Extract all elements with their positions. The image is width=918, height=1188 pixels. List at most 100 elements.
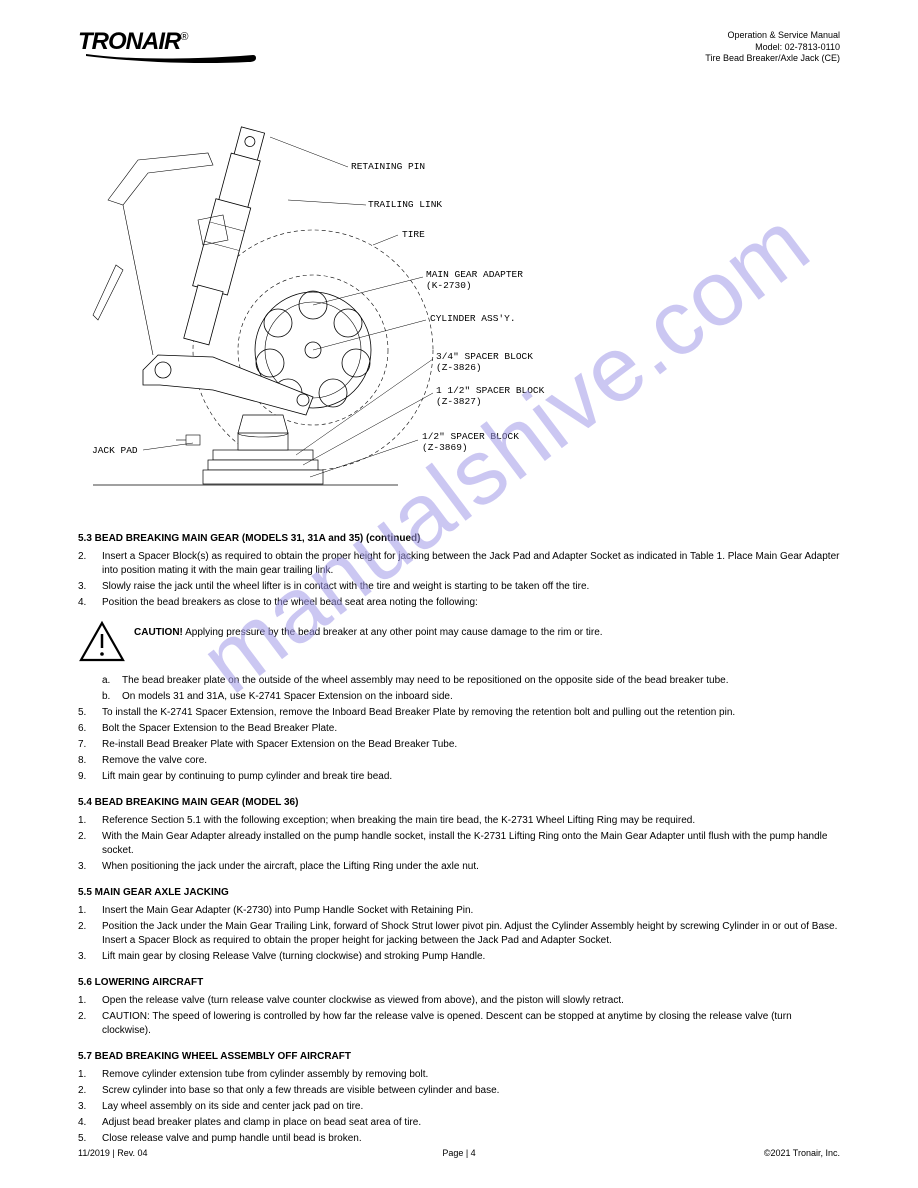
step-text: Lay wheel assembly on its side and cente… [102,1100,840,1114]
step-num: 1. [78,904,102,918]
callout-spacer-112: 1 1/2" SPACER BLOCK (Z-3827) [436,385,544,408]
callout-spacer-34: 3/4" SPACER BLOCK (Z-3826) [436,351,533,374]
step-text: With the Main Gear Adapter already insta… [102,830,840,858]
caution-text-wrap: CAUTION! Applying pressure by the bead b… [134,620,603,640]
callout-tire: TIRE [402,229,425,240]
step-num: 3. [78,1100,102,1114]
step-57-3: 3. Lay wheel assembly on its side and ce… [78,1100,840,1114]
step-text: Close release valve and pump handle unti… [102,1132,840,1146]
logo-registered: ® [180,31,187,43]
step-num: 2. [78,830,102,858]
letter-text: On models 31 and 31A, use K-2741 Spacer … [122,690,840,704]
step-text: Bolt the Spacer Extension to the Bead Br… [102,722,840,736]
step-num: 8. [78,754,102,768]
step-num: 1. [78,994,102,1008]
step-text: To install the K-2741 Spacer Extension, … [102,706,840,720]
step-num: 3. [78,580,102,594]
model-number: Model: 02-7813-0110 [705,42,840,54]
letter-num: b. [102,690,122,704]
step-56-1: 1. Open the release valve (turn release … [78,994,840,1008]
callout-spacer-12-l2: (Z-3869) [422,442,519,453]
callout-spacer-34-l2: (Z-3826) [436,362,533,373]
step-num: 2. [78,550,102,578]
section-57-heading: 5.7 BEAD BREAKING WHEEL ASSEMBLY OFF AIR… [78,1050,840,1064]
callout-main-gear-adapter-l2: (K-2730) [426,280,523,291]
callout-spacer-112-l2: (Z-3827) [436,396,544,407]
step-text: Reference Section 5.1 with the following… [102,814,840,828]
step-text: Lift main gear by continuing to pump cyl… [102,770,840,784]
caution-body: Applying pressure by the bead breaker at… [185,627,602,638]
step-text: Re-install Bead Breaker Plate with Space… [102,738,840,752]
step-55-1: 1. Insert the Main Gear Adapter (K-2730)… [78,904,840,918]
logo-underline [78,52,263,66]
section-53-heading: 5.3 BEAD BREAKING MAIN GEAR (MODELS 31, … [78,532,840,546]
footer-copyright: ©2021 Tronair, Inc. [764,1148,840,1158]
step-text: Position the Jack under the Main Gear Tr… [102,920,840,948]
letter-num: a. [102,674,122,688]
callout-spacer-34-l1: 3/4" SPACER BLOCK [436,351,533,362]
step-text: Adjust bead breaker plates and clamp in … [102,1116,840,1130]
product-name: Tire Bead Breaker/Axle Jack (CE) [705,53,840,65]
step-text: Open the release valve (turn release val… [102,994,840,1008]
logo-brand: TRONAIR [78,28,180,55]
step-num: 3. [78,860,102,874]
section-56-heading: 5.6 LOWERING AIRCRAFT [78,976,840,990]
step-num: 5. [78,706,102,720]
step-57-1: 1. Remove cylinder extension tube from c… [78,1068,840,1082]
step-53-4a: a. The bead breaker plate on the outside… [102,674,840,688]
step-53-7: 7. Re-install Bead Breaker Plate with Sp… [78,738,840,752]
callout-main-gear-adapter: MAIN GEAR ADAPTER (K-2730) [426,269,523,292]
step-num: 2. [78,1084,102,1098]
step-text: Remove cylinder extension tube from cyli… [102,1068,840,1082]
step-54-1: 1. Reference Section 5.1 with the follow… [78,814,840,828]
section-55-heading: 5.5 MAIN GEAR AXLE JACKING [78,886,840,900]
main-content: 5.3 BEAD BREAKING MAIN GEAR (MODELS 31, … [78,520,840,1148]
step-53-4: 4. Position the bead breakers as close t… [78,596,840,610]
step-53-5: 5. To install the K-2741 Spacer Extensio… [78,706,840,720]
callout-spacer-12: 1/2" SPACER BLOCK (Z-3869) [422,431,519,454]
step-53-3: 3. Slowly raise the jack until the wheel… [78,580,840,594]
callout-spacer-12-l1: 1/2" SPACER BLOCK [422,431,519,442]
step-num: 4. [78,596,102,610]
step-57-2: 2. Screw cylinder into base so that only… [78,1084,840,1098]
caution-label: CAUTION! [134,627,183,638]
step-num: 7. [78,738,102,752]
step-57-4: 4. Adjust bead breaker plates and clamp … [78,1116,840,1130]
step-num: 2. [78,920,102,948]
step-53-8: 8. Remove the valve core. [78,754,840,768]
step-55-3: 3. Lift main gear by closing Release Val… [78,950,840,964]
step-num: 5. [78,1132,102,1146]
step-text: Lift main gear by closing Release Valve … [102,950,840,964]
step-num: 1. [78,1068,102,1082]
step-text: Insert a Spacer Block(s) as required to … [102,550,840,578]
callout-main-gear-adapter-l1: MAIN GEAR ADAPTER [426,269,523,280]
step-text: Position the bead breakers as close to t… [102,596,840,610]
callout-spacer-112-l1: 1 1/2" SPACER BLOCK [436,385,544,396]
step-text: Screw cylinder into base so that only a … [102,1084,840,1098]
step-55-2: 2. Position the Jack under the Main Gear… [78,920,840,948]
step-53-4b: b. On models 31 and 31A, use K-2741 Spac… [102,690,840,704]
step-54-2: 2. With the Main Gear Adapter already in… [78,830,840,858]
step-text: Remove the valve core. [102,754,840,768]
step-56-2: 2. CAUTION: The speed of lowering is con… [78,1010,840,1038]
step-53-2: 2. Insert a Spacer Block(s) as required … [78,550,840,578]
callout-trailing-link: TRAILING LINK [368,199,442,210]
step-54-3: 3. When positioning the jack under the a… [78,860,840,874]
step-53-6: 6. Bolt the Spacer Extension to the Bead… [78,722,840,736]
footer: 11/2019 | Rev. 04 Page | 4 ©2021 Tronair… [78,1148,840,1158]
step-num: 9. [78,770,102,784]
header-right: Operation & Service Manual Model: 02-781… [705,30,840,65]
warning-icon [78,620,126,664]
callout-jack-pad: JACK PAD [92,445,138,456]
footer-page: Page | 4 [442,1148,475,1158]
step-text: Insert the Main Gear Adapter (K-2730) in… [102,904,840,918]
caution-block: CAUTION! Applying pressure by the bead b… [78,620,840,664]
section-54-heading: 5.4 BEAD BREAKING MAIN GEAR (MODEL 36) [78,796,840,810]
step-num: 2. [78,1010,102,1038]
callout-cylinder-assy: CYLINDER ASS'Y. [430,313,516,324]
step-text: When positioning the jack under the airc… [102,860,840,874]
step-57-5: 5. Close release valve and pump handle u… [78,1132,840,1146]
step-53-9: 9. Lift main gear by continuing to pump … [78,770,840,784]
manual-title: Operation & Service Manual [705,30,840,42]
callout-retaining-pin: RETAINING PIN [351,161,425,172]
